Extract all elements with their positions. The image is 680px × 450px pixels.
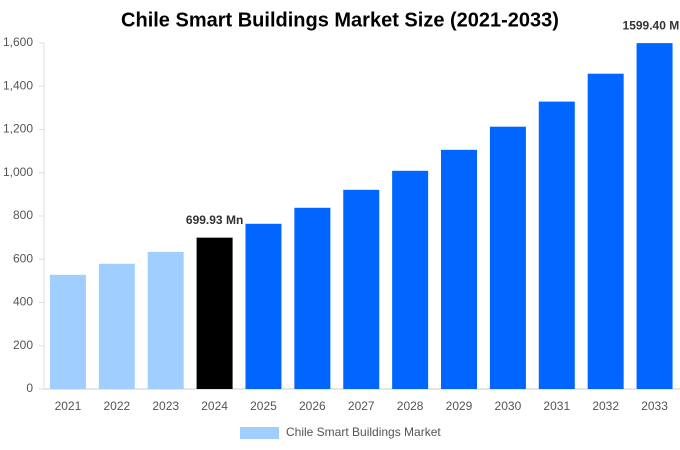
bar	[98, 263, 135, 389]
x-tick-label: 2030	[495, 399, 522, 413]
y-tick-label: 0	[26, 381, 33, 395]
bar	[294, 207, 331, 389]
value-label: 1599.40 Mn	[623, 18, 680, 32]
legend-swatch	[240, 427, 279, 439]
bar	[147, 251, 184, 389]
bar	[392, 170, 429, 389]
bar	[49, 274, 86, 389]
x-tick-label: 2025	[250, 399, 277, 413]
bar	[196, 237, 233, 389]
bar	[538, 101, 575, 389]
y-tick-label: 1,200	[3, 122, 33, 136]
y-tick-label: 1,000	[3, 165, 33, 179]
y-tick-label: 200	[13, 338, 33, 352]
x-tick-label: 2022	[103, 399, 130, 413]
y-tick-label: 600	[13, 251, 33, 265]
y-tick-label: 1,400	[3, 78, 33, 92]
x-tick-label: 2032	[592, 399, 619, 413]
x-tick-label: 2029	[446, 399, 473, 413]
x-tick-label: 2027	[348, 399, 375, 413]
bar	[441, 149, 478, 389]
chart-title: Chile Smart Buildings Market Size (2021-…	[121, 9, 559, 31]
x-tick-label: 2031	[543, 399, 570, 413]
y-tick-label: 1,600	[3, 35, 33, 49]
y-tick-label: 800	[13, 208, 33, 222]
x-tick-label: 2024	[201, 399, 228, 413]
bar	[489, 126, 526, 389]
bar	[636, 43, 673, 389]
x-tick-label: 2026	[299, 399, 326, 413]
x-tick-label: 2033	[641, 399, 668, 413]
y-tick-label: 400	[13, 295, 33, 309]
x-tick-label: 2028	[397, 399, 424, 413]
bar	[587, 73, 624, 390]
legend-label: Chile Smart Buildings Market	[286, 425, 441, 439]
x-tick-label: 2023	[152, 399, 179, 413]
value-label: 699.93 Mn	[186, 213, 243, 227]
bar	[343, 189, 380, 389]
bar	[245, 223, 282, 389]
x-tick-label: 2021	[55, 399, 82, 413]
